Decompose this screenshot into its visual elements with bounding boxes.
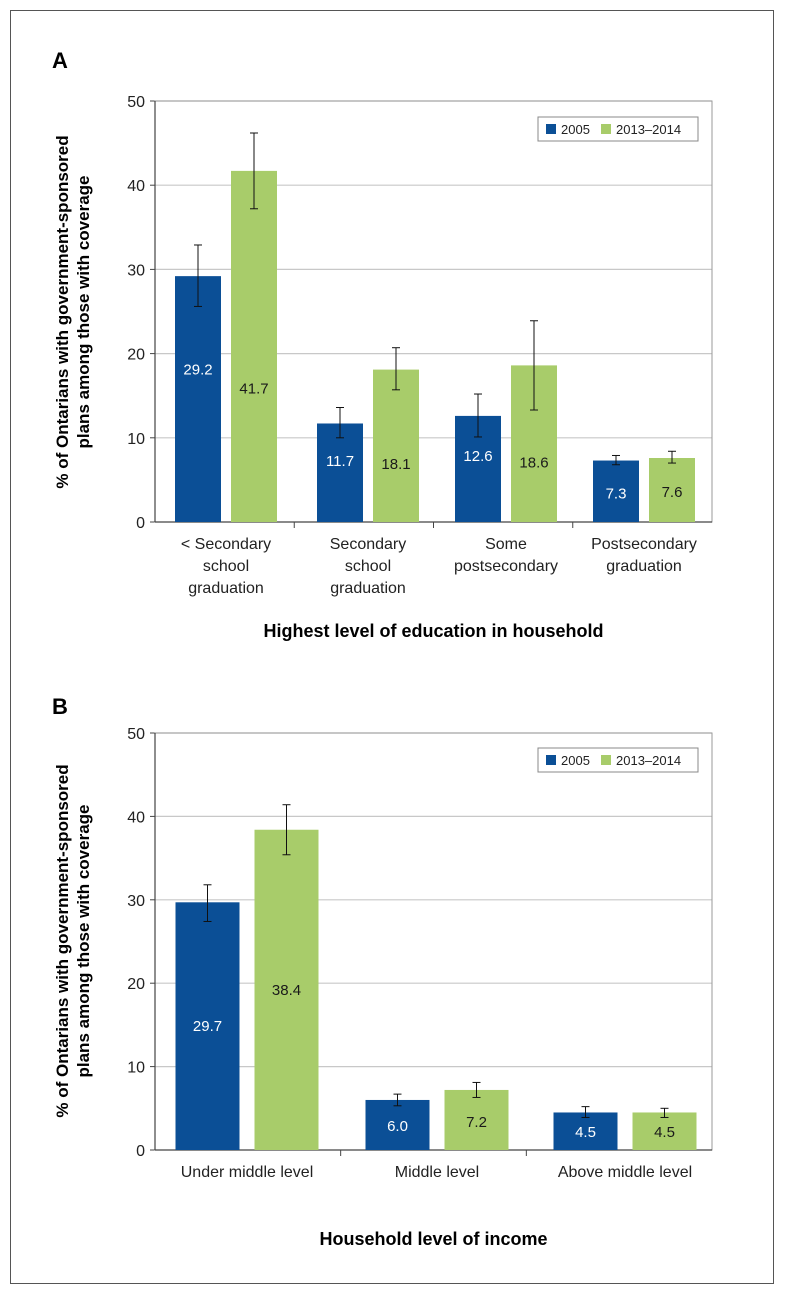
panel-label: B (52, 694, 68, 719)
legend-swatch (546, 755, 556, 765)
data-label: 6.0 (387, 1118, 408, 1135)
data-label: 4.5 (654, 1124, 675, 1141)
bar-2013–2014-1 (373, 369, 419, 522)
y-tick-label: 10 (127, 431, 145, 448)
x-category-label: graduation (188, 580, 264, 597)
data-label: 4.5 (575, 1124, 596, 1141)
x-category-label: Postsecondary (591, 536, 697, 553)
x-category-label: graduation (330, 580, 406, 597)
data-label: 18.6 (519, 454, 548, 471)
bar-2005-1 (317, 423, 363, 522)
data-label: 7.2 (466, 1114, 487, 1131)
legend-swatch (601, 124, 611, 134)
bar-2005-0 (175, 276, 221, 522)
legend-label: 2005 (561, 122, 590, 137)
y-tick-label: 20 (127, 976, 145, 993)
data-label: 11.7 (326, 453, 354, 470)
data-label: 12.6 (463, 448, 492, 465)
bar-2013–2014-0 (231, 170, 277, 523)
y-tick-label: 40 (127, 809, 145, 826)
legend-swatch (546, 124, 556, 134)
y-tick-label: 10 (127, 1060, 145, 1077)
legend-label: 2013–2014 (616, 753, 681, 768)
legend-swatch (601, 755, 611, 765)
legend: 2005 2013–2014 (537, 747, 699, 773)
x-axis-title: Household level of income (319, 1229, 547, 1249)
chart-panel-b: B 0 10 20 30 40 50 29.7 6.0 4.5 38.4 7.2 4.5 Under mi… (52, 694, 713, 1249)
legend-box (537, 747, 699, 773)
bar-2013–2014-0 (254, 829, 319, 1150)
legend-label: 2005 (561, 753, 590, 768)
x-category-label: school (203, 558, 249, 575)
data-label: 7.3 (606, 485, 627, 502)
x-axis-title: Highest level of education in household (263, 621, 603, 641)
y-tick-label: 50 (127, 726, 145, 743)
bar-2013–2014-2 (632, 1112, 697, 1150)
x-category-label: graduation (606, 558, 682, 575)
y-tick-label: 50 (127, 94, 145, 111)
bar-2005-2 (553, 1112, 618, 1150)
y-tick-label: 20 (127, 347, 145, 364)
y-axis-title: % of Ontarians with government-sponsored… (53, 764, 93, 1117)
bar-2013–2014-3 (649, 458, 695, 522)
y-tick-label: 30 (127, 893, 145, 910)
data-label: 41.7 (239, 381, 268, 398)
bar-2005-0 (175, 902, 240, 1150)
legend-box (537, 116, 699, 142)
chart-panel-a: A 0 10 20 30 40 50 29.2 11.7 12.6 7.3 41.7 18.1 18.6 7… (52, 48, 713, 641)
y-tick-label: 30 (127, 262, 145, 279)
data-label: 38.4 (272, 982, 301, 999)
x-category-label: school (345, 558, 391, 575)
y-tick-label: 0 (136, 515, 145, 532)
x-category-label: Middle level (395, 1164, 479, 1181)
data-label: 7.6 (662, 484, 683, 501)
legend-label: 2013–2014 (616, 122, 681, 137)
data-label: 18.1 (381, 456, 410, 473)
x-category-label: Under middle level (181, 1164, 314, 1181)
x-category-label: Some (485, 536, 527, 553)
bar-2013–2014-1 (444, 1089, 509, 1150)
data-label: 29.7 (193, 1018, 222, 1035)
y-tick-label: 40 (127, 178, 145, 195)
figure-frame (10, 10, 774, 1284)
y-axis-title: % of Ontarians with government-sponsored… (53, 135, 93, 488)
data-label: 29.2 (183, 362, 212, 379)
y-tick-label: 0 (136, 1143, 145, 1160)
bar-2005-1 (365, 1099, 430, 1150)
x-category-label: Secondary (330, 536, 407, 553)
bar-2005-3 (593, 460, 639, 522)
legend: 2005 2013–2014 (537, 116, 699, 142)
panel-label: A (52, 48, 68, 73)
x-category-label: < Secondary (181, 536, 271, 553)
x-category-label: Above middle level (558, 1164, 692, 1181)
x-category-label: postsecondary (454, 558, 558, 575)
